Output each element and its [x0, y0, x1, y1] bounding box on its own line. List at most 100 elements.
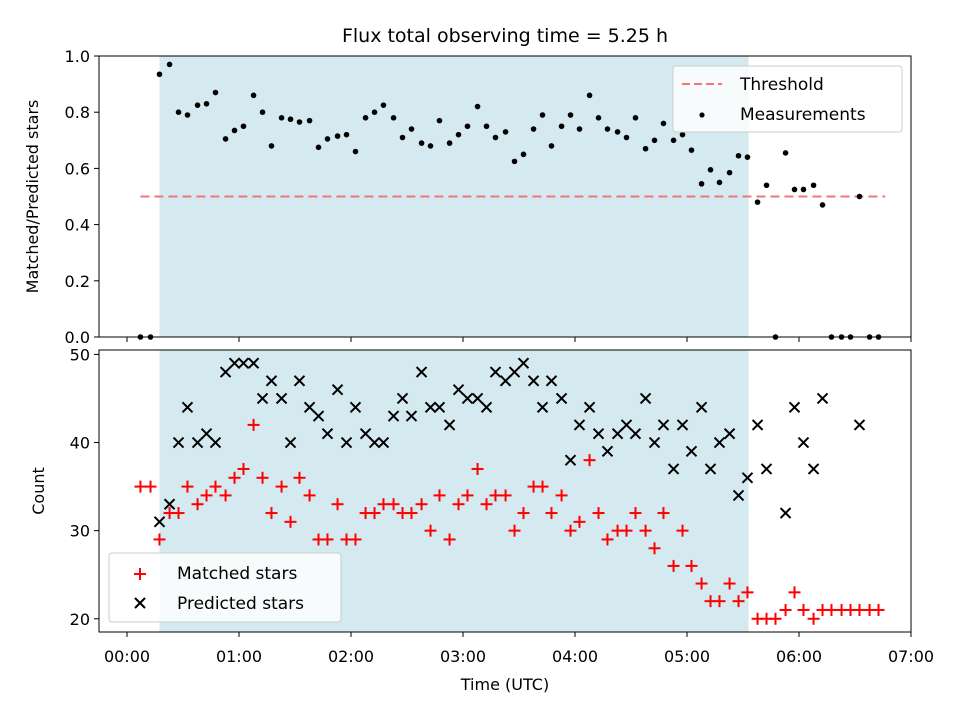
- predicted-star-point: [284, 436, 297, 449]
- measurement-point: [632, 115, 639, 121]
- measurement-point: [726, 169, 733, 176]
- measurement-point: [306, 117, 313, 124]
- measurement-point: [651, 137, 658, 144]
- predicted-star-point: [779, 507, 792, 519]
- legend-measurements-swatch: [699, 112, 705, 118]
- measurement-point: [203, 100, 210, 107]
- measurement-point: [436, 117, 443, 124]
- measurement-point: [324, 136, 331, 142]
- predicted-star-point: [517, 357, 530, 369]
- count-x-tick-label: 00:00: [104, 647, 150, 666]
- count-x-tick-label: 03:00: [440, 647, 486, 666]
- measurement-point: [520, 151, 527, 158]
- predicted-star-point: [219, 366, 232, 378]
- predicted-star-point: [256, 392, 269, 405]
- predicted-star-point: [293, 375, 306, 387]
- count-x-tick-label: 07:00: [888, 647, 934, 666]
- count-y-tick-label: 20: [70, 610, 90, 629]
- measurement-point: [642, 145, 649, 152]
- matched-star-point: [480, 498, 493, 511]
- matched-star-point: [825, 603, 838, 616]
- matched-star-point: [667, 559, 680, 572]
- measurement-point: [539, 112, 546, 118]
- matched-star-point: [134, 480, 147, 493]
- measurement-point: [194, 102, 201, 108]
- measurement-point: [791, 186, 798, 193]
- measurement-point: [175, 109, 182, 115]
- measurement-point: [800, 186, 807, 193]
- measurement-point: [315, 144, 322, 151]
- predicted-star-point: [349, 401, 362, 413]
- figure-title: Flux total observing time = 5.25 h: [342, 25, 668, 47]
- predicted-star-point: [424, 401, 437, 413]
- ratio-x-axis: [126, 337, 912, 342]
- matched-star-point: [620, 524, 633, 537]
- matched-star-point: [228, 471, 241, 484]
- count-y-tick-label: 30: [70, 522, 90, 541]
- matched-star-point: [769, 612, 782, 625]
- measurement-point: [511, 158, 518, 165]
- matched-star-point: [508, 524, 521, 537]
- predicted-star-point: [312, 410, 325, 422]
- matched-star-point: [545, 507, 558, 520]
- predicted-star-point: [396, 392, 409, 405]
- predicted-star-point: [415, 366, 428, 378]
- x-axis-label: Time (UTC): [460, 675, 549, 694]
- ratio-panel: 0.0 0.2 0.4 0.6 0.8 1.0 Matched/Predicted sta…: [23, 47, 912, 347]
- measurement-point: [259, 109, 266, 115]
- measurement-point: [558, 123, 565, 130]
- count-y-label: Count: [29, 467, 48, 515]
- measurement-point: [455, 131, 462, 138]
- matched-star-point: [517, 507, 530, 520]
- predicted-star-point: [368, 436, 381, 449]
- matched-star-point: [779, 603, 792, 616]
- measurement-points: [137, 61, 882, 340]
- predicted-star-point: [275, 392, 288, 405]
- ratio-y-axis: 0.0 0.2 0.4 0.6 0.8 1.0: [65, 47, 99, 347]
- matched-star-point: [807, 612, 820, 625]
- predicted-star-point: [172, 436, 185, 449]
- measurement-point: [352, 148, 359, 155]
- matched-star-point: [583, 454, 596, 467]
- matched-star-point: [200, 489, 213, 502]
- predicted-star-point: [564, 454, 577, 466]
- matched-star-point: [695, 577, 708, 590]
- predicted-star-point: [209, 436, 222, 449]
- matched-star-point: [368, 507, 381, 520]
- matched-star-point: [657, 507, 670, 520]
- predicted-star-point: [573, 419, 586, 431]
- matched-star-point: [452, 498, 465, 511]
- matched-star-point: [284, 515, 297, 528]
- predicted-star-point: [321, 428, 334, 440]
- predicted-star-point: [265, 375, 278, 387]
- matched-star-point: [592, 507, 605, 520]
- count-y-axis: 20 30 40 50: [70, 345, 99, 629]
- count-x-tick-label: 01:00: [216, 647, 262, 666]
- predicted-star-point: [741, 472, 754, 484]
- ratio-y-tick-label: 1.0: [65, 47, 90, 66]
- matched-star-point: [377, 498, 390, 511]
- matched-star-point: [405, 507, 418, 520]
- measurement-point: [548, 143, 555, 149]
- measurement-point: [240, 123, 247, 130]
- measurement-point: [156, 71, 163, 78]
- matched-star-point: [685, 559, 698, 572]
- count-x-tick-label: 02:00: [328, 647, 374, 666]
- predicted-star-point: [853, 419, 866, 431]
- measurement-point: [380, 102, 387, 108]
- matched-star-point: [415, 498, 428, 511]
- matched-star-point: [489, 489, 502, 502]
- measurement-point: [287, 116, 294, 123]
- measurement-point: [576, 126, 583, 132]
- measurement-point: [604, 126, 611, 132]
- ratio-y-tick-label: 0.4: [65, 216, 90, 235]
- measurement-point: [166, 61, 173, 68]
- count-x-tick-label: 06:00: [776, 647, 822, 666]
- matched-star-point: [648, 542, 661, 555]
- ratio-legend: Threshold Measurements: [672, 65, 903, 133]
- measurement-point: [856, 193, 863, 200]
- matched-star-point: [601, 533, 614, 546]
- predicted-star-point: [807, 463, 820, 475]
- predicted-star-point: [667, 463, 680, 475]
